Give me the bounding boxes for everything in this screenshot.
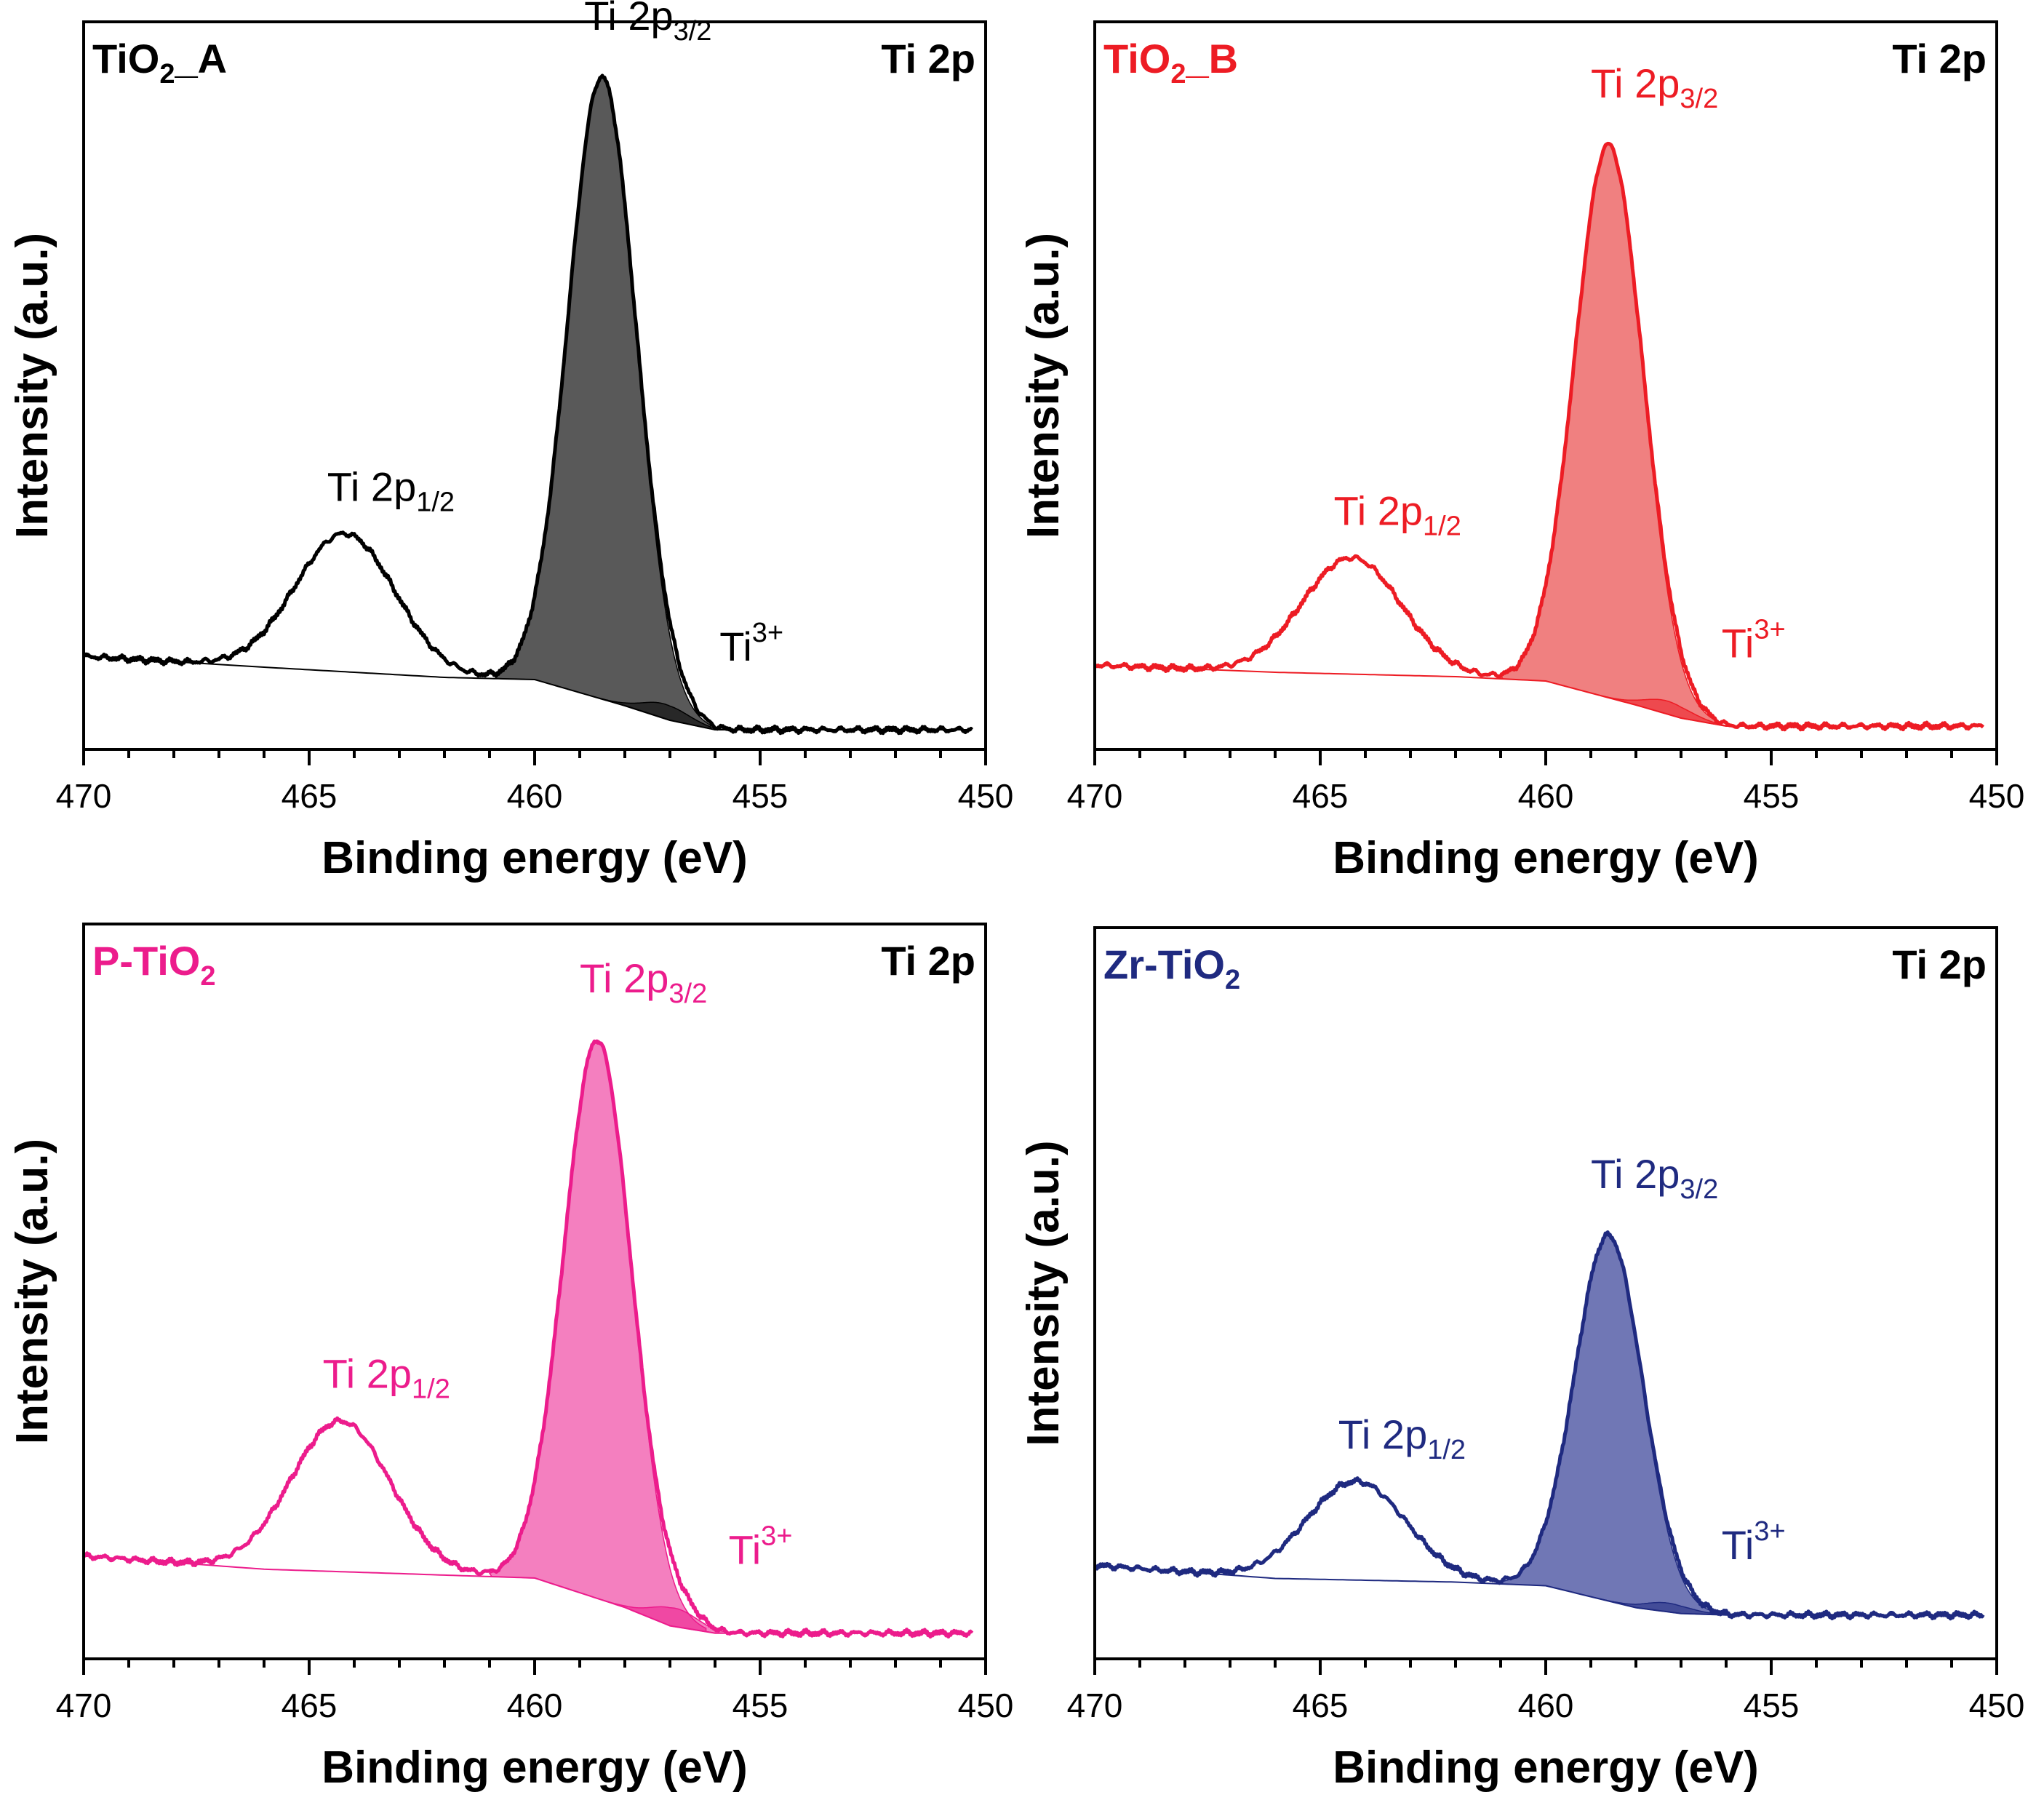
sample-label: TiO2_B bbox=[1103, 36, 1238, 89]
x-tick-label: 450 bbox=[1969, 1686, 2025, 1724]
peak-label-p12: Ti 2p1/2 bbox=[327, 463, 455, 517]
x-tick-label: 470 bbox=[56, 777, 112, 815]
x-axis-title: Binding energy (eV) bbox=[1333, 833, 1759, 883]
x-tick-label: 465 bbox=[282, 777, 338, 815]
region-label: Ti 2p bbox=[1892, 941, 1987, 987]
sample-label: P-TiO2 bbox=[92, 938, 215, 992]
x-tick-label: 460 bbox=[1518, 777, 1574, 815]
x-tick-label: 460 bbox=[507, 1686, 563, 1724]
x-tick-label: 460 bbox=[1518, 1686, 1574, 1724]
x-tick-label: 465 bbox=[282, 1686, 338, 1724]
y-axis-title: Intensity (a.u.) bbox=[1018, 233, 1069, 538]
x-axis-title: Binding energy (eV) bbox=[322, 833, 748, 883]
y-axis-title: Intensity (a.u.) bbox=[7, 233, 57, 538]
x-tick-label: 465 bbox=[1293, 1686, 1349, 1724]
x-tick-label: 470 bbox=[1067, 777, 1123, 815]
spectrum-line bbox=[81, 1039, 974, 1639]
peak-label-ti3: Ti3+ bbox=[729, 1521, 793, 1573]
peak-label-ti3: Ti3+ bbox=[1722, 1516, 1786, 1568]
peak-label-p32: Ti 2p3/2 bbox=[1591, 60, 1718, 114]
x-tick-label: 455 bbox=[732, 777, 789, 815]
x-tick-label: 470 bbox=[56, 1686, 112, 1724]
x-tick-label: 465 bbox=[1293, 777, 1349, 815]
peak-label-ti3: Ti3+ bbox=[719, 618, 783, 669]
y-axis-title: Intensity (a.u.) bbox=[1018, 1140, 1069, 1446]
spectrum-line bbox=[82, 73, 974, 736]
spectrum-line bbox=[1093, 141, 1985, 732]
peak-label-p12: Ti 2p1/2 bbox=[1338, 1411, 1466, 1465]
peak-label-p32: Ti 2p3/2 bbox=[580, 955, 707, 1009]
peak-label-ti3: Ti3+ bbox=[1722, 615, 1786, 666]
x-axis-title: Binding energy (eV) bbox=[1333, 1743, 1759, 1793]
x-tick-label: 455 bbox=[732, 1686, 789, 1724]
panel-bottom-right: 470 465 460 455 450 Binding energy (eV) Intens… bbox=[1018, 926, 2025, 1793]
x-tick-label: 450 bbox=[1969, 777, 2025, 815]
panel-bottom-left: 470 465 460 455 450 Binding energy (eV) Intens… bbox=[7, 923, 1014, 1793]
region-label: Ti 2p bbox=[1892, 36, 1987, 81]
x-tick-label: 455 bbox=[1744, 1686, 1800, 1724]
spectrum-line bbox=[1093, 1230, 1985, 1621]
peak-label-p12: Ti 2p1/2 bbox=[1334, 488, 1461, 542]
x-tick-label: 460 bbox=[507, 777, 563, 815]
panel-top-left: 470 465 460 455 450 Binding energy (eV) Intens… bbox=[7, 0, 1013, 883]
sample-label: Zr-TiO2 bbox=[1103, 941, 1240, 995]
peak-label-p12: Ti 2p1/2 bbox=[323, 1351, 450, 1405]
sample-label: TiO2_A bbox=[92, 36, 227, 89]
x-axis-title: Binding energy (eV) bbox=[322, 1743, 748, 1793]
panel-top-right: 470 465 460 455 450 Binding energy (eV) Intens… bbox=[1018, 20, 2025, 883]
region-label: Ti 2p bbox=[881, 36, 975, 81]
y-axis-title: Intensity (a.u.) bbox=[7, 1139, 57, 1444]
peak-label-p32: Ti 2p3/2 bbox=[584, 0, 711, 47]
peak-label-p32: Ti 2p3/2 bbox=[1591, 1151, 1718, 1205]
x-tick-label: 450 bbox=[958, 777, 1014, 815]
ti-2p32-component-fill bbox=[488, 1039, 707, 1633]
x-tick-label: 450 bbox=[958, 1686, 1014, 1724]
x-tick-label: 470 bbox=[1067, 1686, 1123, 1724]
region-label: Ti 2p bbox=[881, 938, 975, 984]
x-tick-label: 455 bbox=[1744, 777, 1800, 815]
